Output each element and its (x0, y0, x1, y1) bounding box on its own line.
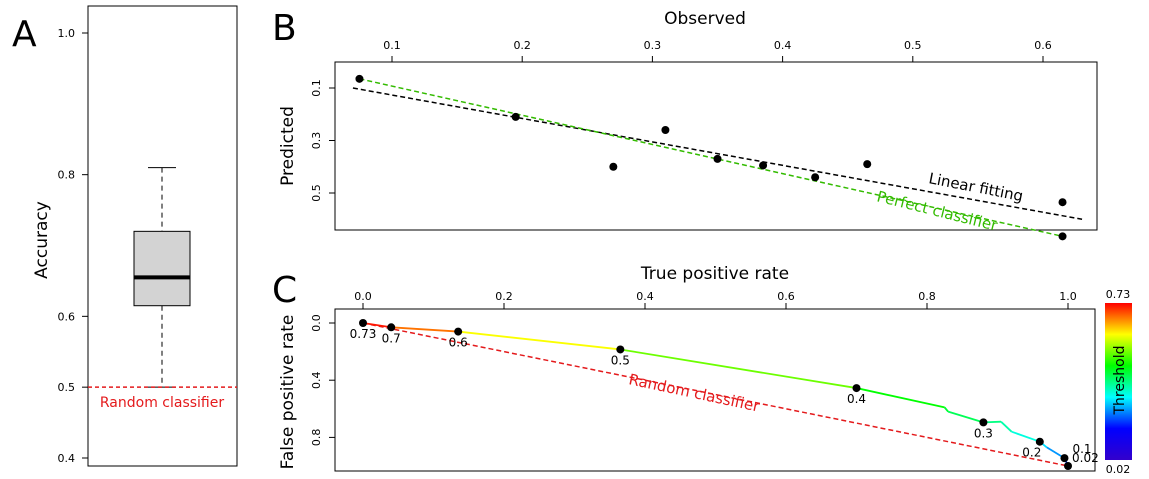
roc-curve-segment (458, 330, 621, 351)
roc-curve-segment (856, 387, 945, 409)
roc-threshold-label: 0.5 (611, 353, 630, 367)
roc-threshold-point (359, 319, 367, 327)
roc-threshold-label: 0.1 (1072, 442, 1091, 456)
c-xtick-label: 0.8 (918, 290, 936, 303)
roc-curve-segment (1000, 421, 1013, 433)
panel-label-b: B (272, 8, 297, 49)
c-xtick-label: 0.6 (777, 290, 795, 303)
a-ytick-label: 0.4 (58, 452, 76, 465)
c-xtick-label: 0.2 (495, 290, 513, 303)
panel-c-ylabel: False positive rate (278, 315, 298, 470)
roc-threshold-label: 0.3 (974, 426, 993, 440)
random-classifier-label-c: Random classifier (627, 370, 762, 415)
linear-fitting-line (352, 87, 1083, 220)
scatter-point (713, 154, 722, 163)
panel-b-scatter: Observed Predicted 0.1 0.2 0.3 0.4 0.5 0.6 0.1… (278, 9, 1098, 241)
panel-a-frame (87, 5, 238, 467)
random-classifier-label-a: Random classifier (100, 395, 224, 411)
roc-threshold-label: 0.73 (350, 327, 377, 341)
b-xtick-label: 0.3 (644, 39, 662, 52)
b-xtick-label: 0.2 (513, 39, 531, 52)
roc-threshold-point (979, 418, 988, 427)
colorbar-min-label: 0.02 (1106, 463, 1131, 476)
b-xtick-label: 0.4 (774, 39, 792, 52)
roc-threshold-point (1035, 437, 1044, 446)
box-iqr (133, 230, 191, 307)
roc-threshold-point (1060, 454, 1069, 463)
c-xtick-label: 0.4 (636, 290, 654, 303)
panel-a-boxplot: Accuracy 0.4 0.5 0.6 0.8 1.0 Random classifi… (32, 5, 238, 467)
scatter-point (355, 74, 364, 83)
roc-threshold-label: 0.6 (449, 336, 468, 350)
b-xtick-label: 0.1 (383, 39, 401, 52)
scatter-point (1058, 232, 1067, 241)
scatter-point (1058, 198, 1067, 207)
roc-curve-segment (391, 326, 459, 333)
roc-threshold-point (387, 323, 396, 332)
panel-c-frame (334, 308, 1096, 472)
roc-curve-segment (620, 348, 857, 389)
a-ytick-label: 0.6 (58, 310, 76, 323)
b-ytick-label: 0.1 (310, 79, 323, 97)
roc-threshold-point (1064, 462, 1072, 470)
c-ytick-label: 0.0 (310, 314, 323, 332)
b-xtick-label: 0.5 (904, 39, 922, 52)
panel-label-c: C (272, 270, 297, 311)
panel-label-a: A (12, 14, 37, 55)
roc-curve-segment (947, 410, 984, 424)
panel-c-roc: True positive rate False positive rate 0… (278, 264, 1132, 476)
scatter-point (759, 161, 768, 170)
roc-curve-segment (1011, 430, 1041, 443)
roc-threshold-label: 0.2 (1022, 446, 1041, 460)
a-ytick-label: 0.5 (58, 381, 76, 394)
panel-c-xlabel: True positive rate (640, 264, 789, 284)
c-xtick-label: 1.0 (1059, 290, 1077, 303)
c-xtick-label: 0.0 (354, 290, 372, 303)
colorbar-max-label: 0.73 (1106, 288, 1131, 301)
panel-b-ylabel: Predicted (278, 106, 298, 186)
panel-b-xlabel: Observed (664, 9, 746, 29)
panel-b-frame (334, 61, 1098, 231)
a-ytick-label: 1.0 (58, 27, 76, 40)
a-ytick-label: 0.8 (58, 169, 76, 182)
roc-curve-segment (362, 322, 392, 329)
scatter-point (511, 112, 520, 121)
roc-threshold-label: 0.7 (382, 331, 401, 345)
scatter-point (609, 162, 618, 171)
b-xtick-label: 0.6 (1034, 39, 1052, 52)
roc-curve-segment (943, 406, 949, 413)
b-ytick-label: 0.5 (310, 184, 323, 202)
roc-threshold-point (454, 327, 463, 336)
roc-threshold-label: 0.4 (847, 392, 866, 406)
panel-a-ylabel: Accuracy (32, 201, 52, 279)
scatter-point (863, 160, 872, 169)
roc-threshold-point (852, 384, 861, 393)
scatter-point (661, 126, 670, 134)
perfect-classifier-line (359, 78, 1063, 238)
scatter-point (811, 173, 820, 182)
b-ytick-label: 0.3 (310, 132, 323, 150)
threshold-colorbar (1105, 303, 1132, 460)
c-ytick-label: 0.4 (310, 371, 323, 389)
c-ytick-label: 0.8 (310, 429, 323, 447)
roc-threshold-label: 0.02 (1072, 451, 1099, 465)
colorbar-title: Threshold (1112, 346, 1128, 416)
roc-threshold-point (616, 345, 625, 354)
